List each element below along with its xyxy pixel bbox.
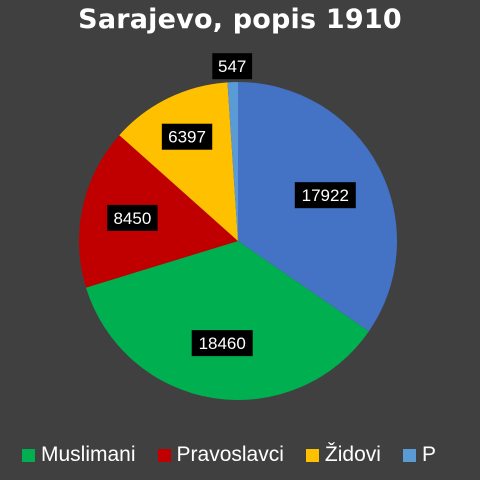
data-label-katolici: 17922	[294, 182, 356, 209]
data-label-muslimani: 18460	[191, 330, 253, 357]
legend-label: Muslimani	[41, 443, 136, 466]
legend-swatch	[305, 448, 319, 462]
pie-slice-pravoslavci	[78, 135, 238, 288]
legend-item-muslimani: Muslimani	[22, 443, 136, 467]
pie-slice-židovi	[119, 82, 238, 241]
svg-text:8450: 8450	[113, 209, 151, 228]
svg-text:547: 547	[218, 57, 246, 76]
data-label-pravoslavci: 8450	[107, 204, 158, 231]
pie-slice-muslimani	[85, 241, 369, 400]
svg-text:6397: 6397	[168, 128, 206, 147]
legend-label: Pravoslavci	[176, 443, 284, 466]
legend-swatch	[22, 448, 35, 462]
svg-text:17922: 17922	[302, 186, 349, 205]
legend-item-p: P	[402, 443, 436, 467]
legend-label: P	[421, 443, 436, 466]
chart-legend: Muslimani Pravoslavci Židovi P	[22, 443, 458, 467]
legend-swatch	[402, 448, 416, 462]
data-label-p: 547	[212, 53, 253, 80]
svg-text:18460: 18460	[199, 334, 246, 353]
legend-label: Židovi	[324, 443, 381, 466]
data-label-židovi: 6397	[161, 123, 213, 150]
chart-title: Sarajevo, popis 1910	[78, 4, 402, 35]
legend-item-pravoslavci: Pravoslavci	[157, 443, 284, 467]
legend-swatch	[157, 448, 171, 462]
pie-slice-p	[227, 82, 238, 241]
legend-item-židovi: Židovi	[305, 443, 381, 467]
